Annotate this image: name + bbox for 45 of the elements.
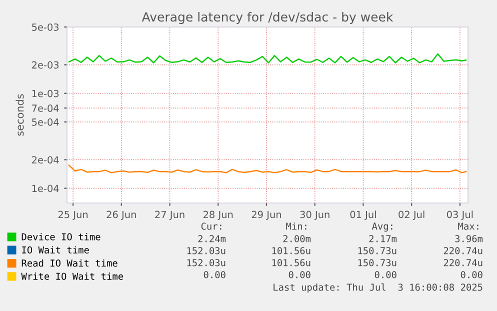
x-tick-label: 02 Jul bbox=[398, 210, 424, 220]
text: Max: bbox=[458, 222, 478, 230]
y-tick-label: 2e-04 bbox=[32, 156, 59, 164]
legend-label: IO Wait time bbox=[22, 246, 89, 254]
y-tick-label: 7e-04 bbox=[32, 104, 59, 112]
text: 0.00 bbox=[204, 271, 226, 278]
text: 150.73u bbox=[358, 259, 396, 266]
text: Min: bbox=[286, 222, 306, 230]
text: 0.00 bbox=[288, 271, 310, 278]
line-series bbox=[68, 53, 467, 64]
text: 152.03u bbox=[187, 247, 226, 254]
y-axis-title: seconds bbox=[16, 94, 24, 136]
text: 150.73u bbox=[358, 247, 396, 254]
legend-label: Read IO Wait time bbox=[22, 259, 118, 267]
text: Cur: bbox=[201, 222, 222, 230]
text: 3.96m bbox=[455, 235, 483, 242]
text: 2.00m bbox=[283, 235, 311, 242]
text: 101.56u bbox=[272, 247, 310, 254]
text: 2.24m bbox=[198, 235, 226, 242]
text: Avg: bbox=[372, 222, 392, 232]
text: 2.17m bbox=[369, 235, 397, 242]
x-tick-label: 01 Jul bbox=[350, 210, 376, 220]
x-tick-label: 26 Jun bbox=[106, 210, 136, 220]
y-tick-label: 1e-04 bbox=[32, 184, 59, 192]
text: 220.74u bbox=[444, 247, 482, 254]
legend-label: Device IO time bbox=[22, 233, 100, 240]
chart-title: Average latency for /dev/sdac - by week bbox=[142, 12, 394, 24]
text: 0.00 bbox=[460, 271, 482, 278]
text: 0.00 bbox=[374, 271, 396, 278]
y-tick-label: 2e-03 bbox=[32, 61, 59, 69]
text: 101.56u bbox=[272, 259, 310, 266]
legend-label: Write IO Wait time bbox=[21, 272, 124, 280]
x-tick-label: 30 Jun bbox=[300, 210, 330, 220]
text: 152.03u bbox=[187, 259, 226, 266]
x-tick-label: 29 Jun bbox=[252, 210, 281, 220]
x-tick-label: 27 Jun bbox=[155, 210, 184, 220]
x-tick-label: 28 Jun bbox=[204, 210, 233, 220]
text: 220.74u bbox=[444, 259, 482, 266]
text: Last update: Thu Jul 3 16:00:08 2025 bbox=[274, 283, 482, 293]
x-tick-label: 25 Jun bbox=[58, 210, 88, 220]
y-tick-label: 1e-03 bbox=[32, 90, 59, 98]
line-series bbox=[68, 164, 467, 174]
y-tick-label: 5e-04 bbox=[32, 118, 59, 126]
x-tick-label: 03 Jul bbox=[446, 210, 473, 220]
y-tick-label: 5e-03 bbox=[32, 23, 59, 31]
